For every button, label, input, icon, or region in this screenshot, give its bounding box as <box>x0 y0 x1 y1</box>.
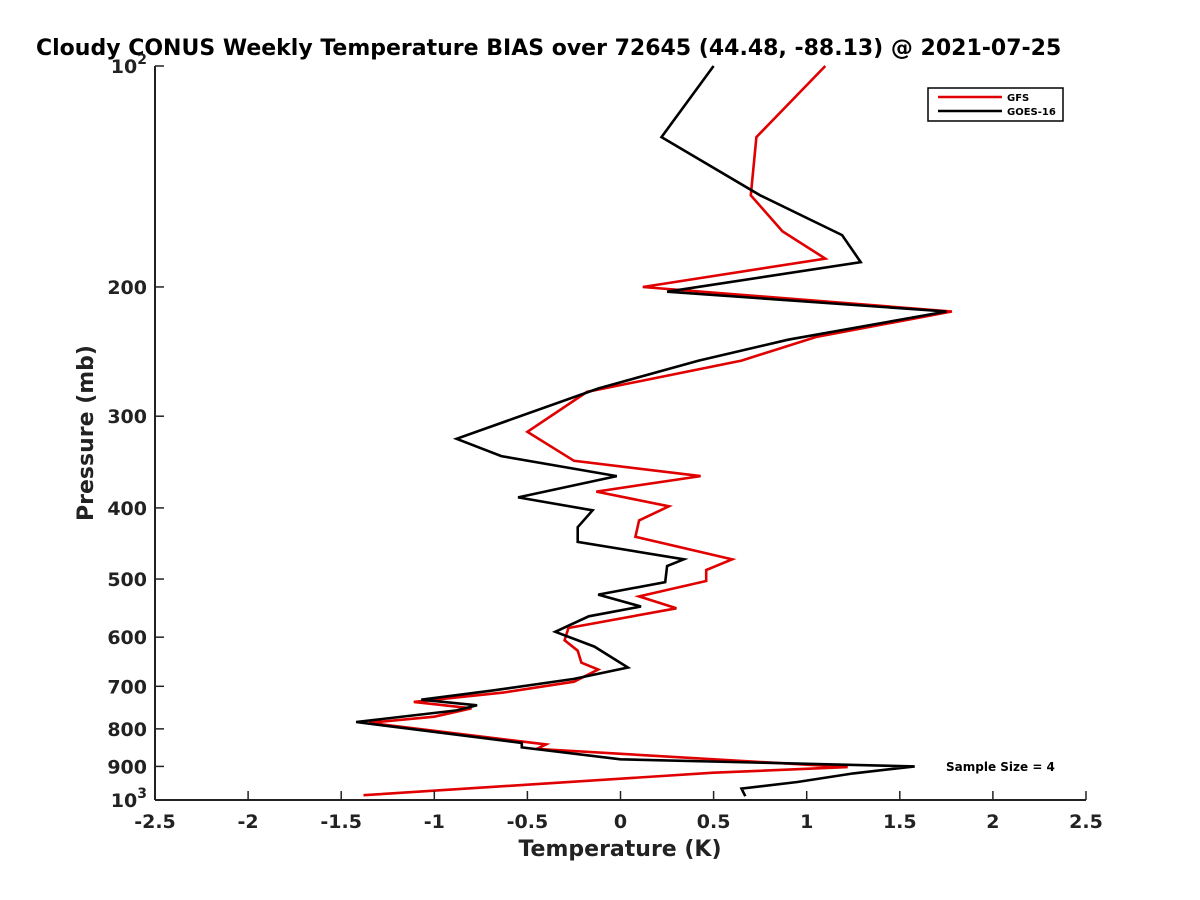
y-tick-label: 102 <box>111 52 147 78</box>
legend-label: GFS <box>1007 93 1029 104</box>
y-tick-label: 700 <box>107 676 147 698</box>
x-axis-ticks: -2.5 -2 -1.5 -1 -0.5 0 0.5 1 1.5 2 2.5 <box>134 791 1103 833</box>
chart-title: Cloudy CONUS Weekly Temperature BIAS ove… <box>36 36 1061 61</box>
y-axis-label: Pressure (mb) <box>74 345 99 521</box>
legend-label: GOES-16 <box>1007 107 1056 118</box>
plot-lines <box>355 65 953 797</box>
y-tick-label: 300 <box>107 406 147 428</box>
x-tick-label: 0 <box>614 811 627 833</box>
x-tick-label: 2.5 <box>1069 811 1103 833</box>
x-tick-label: 1.5 <box>883 811 917 833</box>
sample-size-annotation: Sample Size = 4 <box>946 760 1055 774</box>
y-tick-label: 400 <box>107 498 147 520</box>
y-tick-label: 900 <box>107 756 147 778</box>
x-tick-label: -2 <box>238 811 259 833</box>
y-axis-ticks: 102 200 300 400 500 600 700 800 900 103 <box>107 52 164 812</box>
y-tick-label: 200 <box>107 277 147 299</box>
x-axis-label: Temperature (K) <box>518 837 721 862</box>
x-tick-label: -1 <box>424 811 445 833</box>
series-line-goes-16 <box>355 65 947 797</box>
x-tick-label: 0.5 <box>697 811 731 833</box>
x-tick-label: -1.5 <box>320 811 362 833</box>
x-tick-label: 1 <box>800 811 813 833</box>
legend: GFS GOES-16 <box>927 87 1064 122</box>
legend-box <box>927 87 1064 122</box>
x-tick-label: -0.5 <box>507 811 549 833</box>
y-tick-label: 800 <box>107 719 147 741</box>
y-tick-label: 600 <box>107 627 147 649</box>
series-line-gfs <box>363 65 953 797</box>
x-tick-label: 2 <box>986 811 999 833</box>
x-tick-label: -2.5 <box>134 811 176 833</box>
y-tick-label: 103 <box>111 786 147 812</box>
y-tick-label: 500 <box>107 569 147 591</box>
